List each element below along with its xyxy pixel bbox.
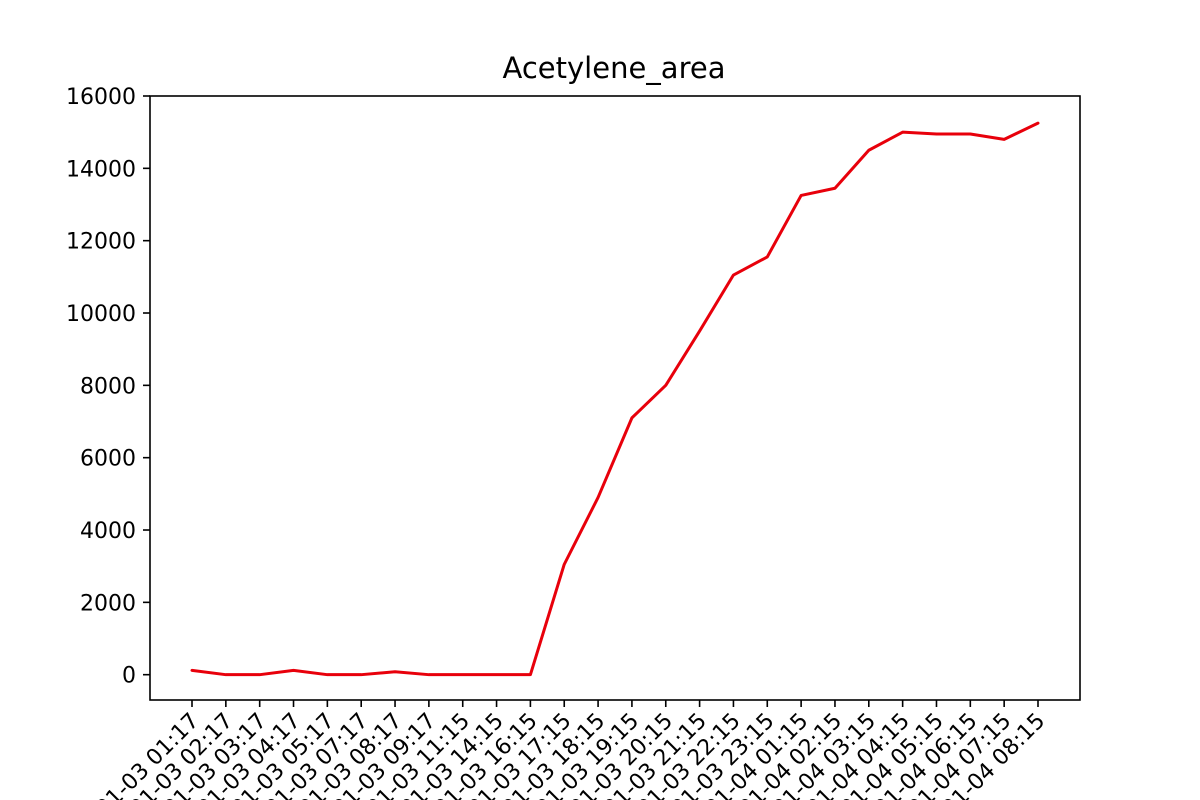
y-tick-label: 16000: [66, 85, 136, 110]
y-tick-label: 10000: [66, 302, 136, 327]
y-tick-label: 8000: [80, 374, 136, 399]
y-axis: 0 2000 4000 6000 8000 10000 12000 14000 16000: [66, 85, 150, 689]
y-tick-label: 14000: [66, 157, 136, 182]
y-tick-label: 6000: [80, 447, 136, 472]
series-group: [190, 121, 1040, 677]
y-tick-label: 4000: [80, 519, 136, 544]
y-tick-label: 12000: [66, 230, 136, 255]
y-tick-label: 0: [122, 664, 136, 689]
y-tick-label: 2000: [80, 591, 136, 616]
series-line: [190, 121, 1040, 677]
chart-title: Acetylene_area: [503, 51, 726, 85]
plot-frame: [149, 95, 1081, 701]
